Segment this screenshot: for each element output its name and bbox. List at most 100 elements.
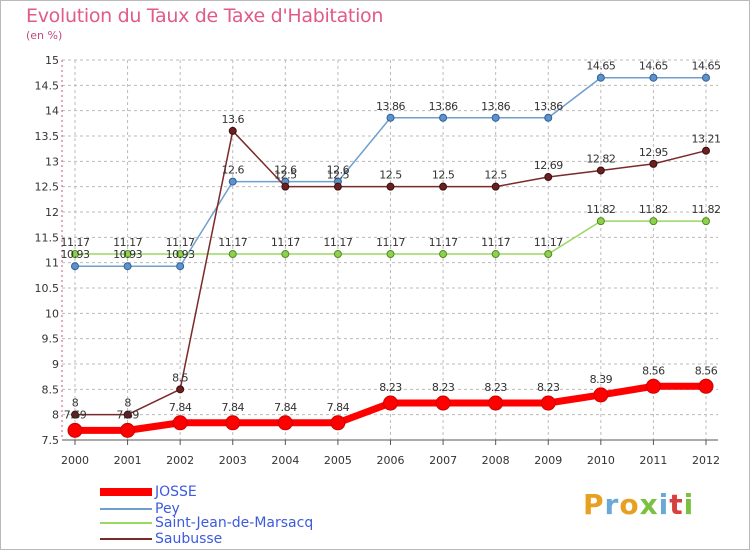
data-point-josse	[383, 395, 398, 411]
data-label-josse: 8.23	[537, 381, 560, 394]
y-tick-label: 11.5	[35, 231, 60, 244]
chart-title: Evolution du Taux de Taxe d'Habitation	[26, 5, 384, 27]
data-point-saubusse	[596, 166, 605, 175]
data-point-saubusse	[333, 182, 342, 191]
data-point-pey	[491, 113, 500, 122]
data-label-josse: 7.84	[222, 401, 245, 414]
data-label-saint-jean-de-marsacq: 11.17	[113, 236, 142, 249]
data-point-saubusse	[123, 410, 132, 419]
x-tick-label: 2008	[482, 454, 510, 467]
data-point-saint-jean-de-marsacq	[123, 250, 132, 259]
data-label-pey: 10.93	[113, 248, 142, 261]
data-point-saint-jean-de-marsacq	[228, 250, 237, 259]
data-point-pey	[596, 73, 605, 82]
data-point-saint-jean-de-marsacq	[649, 217, 658, 226]
data-label-saint-jean-de-marsacq: 11.17	[61, 236, 90, 249]
y-tick-label: 13	[45, 155, 59, 168]
data-label-saubusse: 12.5	[484, 169, 507, 182]
data-label-saubusse: 8.5	[172, 371, 188, 384]
data-label-josse: 8.39	[590, 373, 613, 386]
data-label-pey: 10.93	[61, 248, 90, 261]
data-point-saubusse	[702, 146, 710, 155]
y-tick-label: 14	[45, 105, 59, 118]
x-tick-label: 2002	[166, 454, 194, 467]
x-tick-label: 2007	[429, 454, 457, 467]
data-point-saint-jean-de-marsacq	[596, 217, 605, 226]
legend-swatch-josse	[100, 488, 152, 496]
x-tick-label: 2004	[271, 454, 299, 467]
logo-letter: P	[583, 488, 605, 521]
legend-swatch-saint-jean-de-marsacq	[100, 522, 152, 524]
plot-area	[62, 60, 718, 440]
legend-item-josse: JOSSE	[100, 484, 197, 500]
data-point-pey	[176, 262, 185, 271]
data-point-josse	[435, 395, 451, 411]
data-label-pey: 14.65	[639, 60, 668, 73]
data-point-pey	[228, 177, 237, 186]
data-point-josse	[277, 415, 293, 431]
data-label-saubusse: 12.5	[274, 169, 297, 182]
legend-swatch-pey	[100, 508, 152, 510]
data-label-josse: 7.84	[169, 401, 192, 414]
data-point-saubusse	[228, 126, 237, 135]
data-point-josse	[330, 415, 346, 431]
data-label-saint-jean-de-marsacq: 11.17	[323, 236, 352, 249]
data-point-saint-jean-de-marsacq	[71, 250, 79, 259]
x-tick-label: 2006	[377, 454, 405, 467]
proxiti-logo: Proxiti	[583, 488, 694, 521]
y-tick-label: 14.5	[35, 79, 60, 92]
data-label-saint-jean-de-marsacq: 11.82	[586, 203, 615, 216]
legend-label-pey: Pey	[155, 501, 180, 517]
data-point-saubusse	[176, 385, 185, 394]
y-tick-label: 9	[52, 358, 59, 371]
data-label-saubusse: 8	[124, 397, 131, 410]
data-point-josse	[225, 415, 241, 431]
data-point-saubusse	[544, 173, 553, 182]
x-tick-label: 2000	[61, 454, 89, 467]
data-label-saint-jean-de-marsacq: 11.17	[271, 236, 300, 249]
y-tick-label: 10.5	[35, 282, 60, 295]
legend-swatch-saubusse	[100, 538, 152, 540]
legend-item-pey: Pey	[100, 501, 180, 517]
data-point-saubusse	[386, 182, 395, 191]
data-label-pey: 14.65	[692, 60, 721, 73]
x-tick-label: 2009	[534, 454, 562, 467]
y-tick-label: 15	[45, 54, 59, 67]
data-label-saubusse: 8	[72, 397, 79, 410]
logo-letter: i	[658, 488, 670, 521]
data-point-saint-jean-de-marsacq	[386, 250, 395, 259]
data-label-saint-jean-de-marsacq: 11.17	[481, 236, 510, 249]
y-tick-label: 13.5	[35, 130, 60, 143]
x-tick-label: 2001	[114, 454, 142, 467]
data-label-josse: 8.23	[484, 381, 507, 394]
legend-label-josse: JOSSE	[155, 484, 197, 500]
data-label-saubusse: 12.5	[432, 169, 455, 182]
y-tick-label: 8.5	[42, 383, 60, 396]
data-label-saint-jean-de-marsacq: 11.17	[218, 236, 247, 249]
data-label-saint-jean-de-marsacq: 11.17	[429, 236, 458, 249]
data-point-saint-jean-de-marsacq	[439, 250, 448, 259]
y-axis-unit-label: (en %)	[26, 29, 63, 42]
logo-letter: i	[683, 488, 695, 521]
y-tick-label: 8	[52, 409, 59, 422]
data-label-josse: 8.23	[379, 381, 402, 394]
y-tick-label: 9.5	[42, 333, 60, 346]
y-tick-label: 7.5	[42, 434, 60, 447]
data-label-josse: 7.84	[274, 401, 297, 414]
logo-letter: r	[604, 488, 620, 521]
y-tick-label: 10	[45, 307, 59, 320]
data-label-pey: 14.65	[586, 60, 615, 73]
data-label-saint-jean-de-marsacq: 11.17	[166, 236, 195, 249]
data-point-pey	[649, 73, 658, 82]
logo-letter: t	[669, 488, 684, 521]
legend-label-saint-jean-de-marsacq: Saint-Jean-de-Marsacq	[155, 515, 314, 531]
data-point-saint-jean-de-marsacq	[281, 250, 290, 259]
data-label-saint-jean-de-marsacq: 11.17	[534, 236, 563, 249]
data-label-saint-jean-de-marsacq: 11.82	[692, 203, 721, 216]
data-point-saubusse	[491, 182, 500, 191]
data-point-josse	[172, 415, 188, 431]
data-label-saubusse: 12.69	[534, 159, 563, 172]
data-label-saubusse: 12.82	[586, 152, 615, 165]
data-label-pey: 13.86	[429, 100, 458, 113]
